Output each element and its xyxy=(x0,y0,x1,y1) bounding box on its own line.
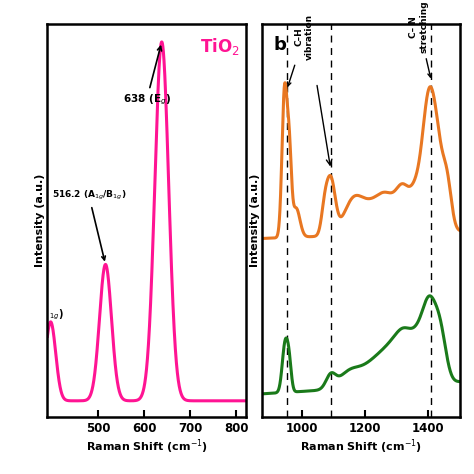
Y-axis label: Intensity (a.u.): Intensity (a.u.) xyxy=(35,174,45,267)
Text: $_{1g}$): $_{1g}$) xyxy=(49,308,64,322)
Text: C–H
vibration: C–H vibration xyxy=(287,14,314,86)
Text: 638 (E$_g$): 638 (E$_g$) xyxy=(123,46,171,108)
Text: C– N
stretching: C– N stretching xyxy=(409,0,431,77)
Text: TiO$_2$: TiO$_2$ xyxy=(200,36,240,56)
Text: 516.2 (A$_{1g}$/B$_{1g}$): 516.2 (A$_{1g}$/B$_{1g}$) xyxy=(52,189,126,260)
Y-axis label: Intensity (a.u.): Intensity (a.u.) xyxy=(250,174,260,267)
X-axis label: Raman Shift (cm$^{-1}$): Raman Shift (cm$^{-1}$) xyxy=(85,438,208,456)
X-axis label: Raman Shift (cm$^{-1}$): Raman Shift (cm$^{-1}$) xyxy=(300,438,422,456)
Text: b: b xyxy=(273,36,286,54)
